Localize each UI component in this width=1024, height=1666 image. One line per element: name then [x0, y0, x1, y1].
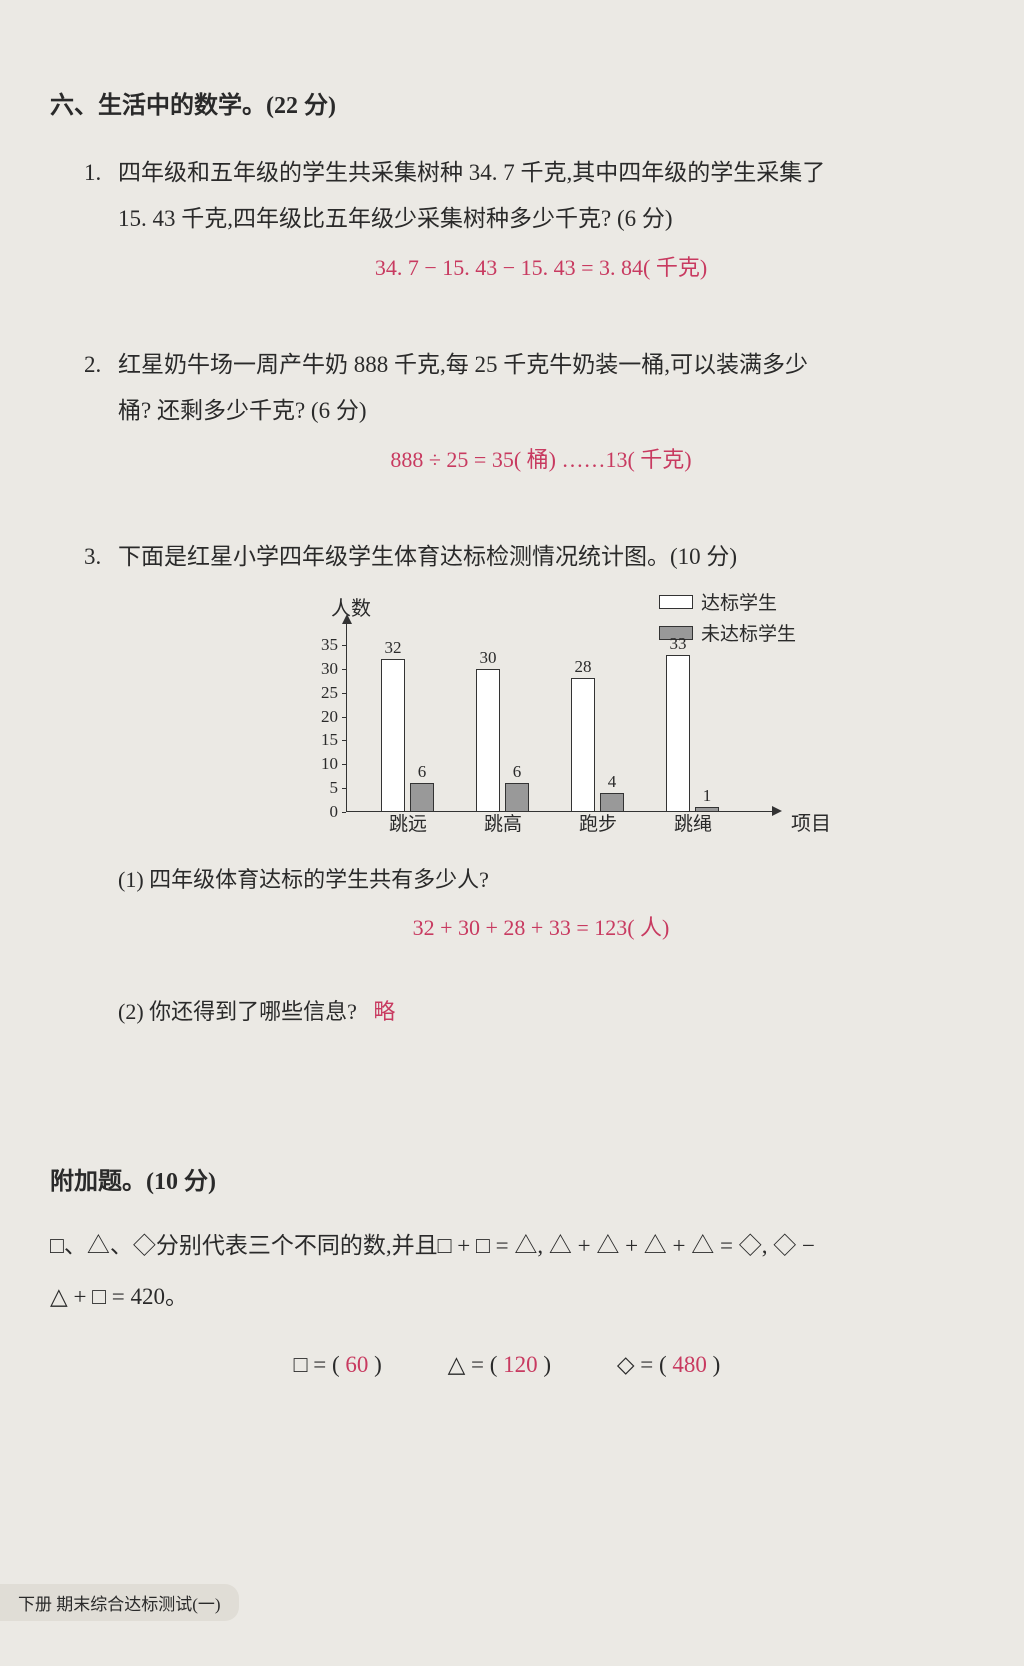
y-tick-line: [342, 717, 346, 718]
y-tick-30: 30: [308, 659, 338, 679]
bonus-line2: △ + □ = 420。: [50, 1272, 964, 1323]
y-tick-line: [342, 740, 346, 741]
category-label: 跳远: [378, 809, 438, 836]
q1-text-line2: 15. 43 千克,四年级比五年级少采集树种多少千克? (6 分): [118, 196, 964, 242]
y-tick-0: 0: [308, 802, 338, 822]
y-tick-20: 20: [308, 707, 338, 727]
legend-pass-label: 达标学生: [701, 588, 777, 615]
bar-pass: 33: [666, 655, 690, 812]
q3-sub2: (2) 你还得到了哪些信息? 略: [118, 992, 964, 1032]
y-tick-25: 25: [308, 683, 338, 703]
bar-fail-label: 6: [418, 762, 427, 782]
blank-sq-answer: 60: [345, 1352, 368, 1377]
footer: 下册 期末综合达标测试(一): [0, 1584, 239, 1621]
bar-pass-label: 32: [385, 638, 402, 658]
bar-fail-label: 6: [513, 762, 522, 782]
blank-square: □ = ( 60 ): [294, 1352, 382, 1378]
y-tick-line: [342, 764, 346, 765]
y-tick-line: [342, 669, 346, 670]
y-tick-line: [342, 788, 346, 789]
blank-diamond: ◇ = ( 480 ): [617, 1352, 721, 1378]
bar-group-跑步: 28 4: [571, 678, 624, 812]
x-axis-label: 项目: [791, 807, 831, 836]
q2-answer: 888 ÷ 25 = 35( 桶) ……13( 千克): [118, 442, 964, 474]
blank-tr-label: △ = (: [448, 1352, 498, 1377]
question-1: 1. 四年级和五年级的学生共采集树种 34. 7 千克,其中四年级的学生采集了 …: [50, 150, 964, 282]
bar-group-跳远: 326: [381, 659, 434, 812]
bar-fail: 6: [505, 783, 529, 812]
blank-sq-close: ): [374, 1352, 382, 1377]
question-2: 2. 红星奶牛场一周产牛奶 888 千克,每 25 千克牛奶装一桶,可以装满多少…: [50, 342, 964, 474]
x-arrow-icon: [772, 806, 782, 816]
chart-area: 人数 项目 05101520253035326跳远306跳高284跑步331跳绳: [346, 620, 781, 830]
bar-group-跳高: 306: [476, 669, 529, 812]
bonus-blanks: □ = ( 60 ) △ = ( 120 ) ◇ = ( 480 ): [50, 1352, 964, 1378]
section-6-title: 六、生活中的数学。(22 分): [50, 85, 964, 120]
q3-sub1: (1) 四年级体育达标的学生共有多少人?: [118, 860, 964, 900]
q3-sub2-q: (2) 你还得到了哪些信息?: [118, 999, 357, 1024]
bar-pass-label: 33: [670, 634, 687, 654]
section-6: 六、生活中的数学。(22 分) 1. 四年级和五年级的学生共采集树种 34. 7…: [50, 85, 964, 1031]
y-tick-10: 10: [308, 754, 338, 774]
blank-tr-close: ): [543, 1352, 551, 1377]
y-tick-line: [342, 693, 346, 694]
bar-fail-label: 4: [608, 772, 617, 792]
bonus-line1: □、△、◇分别代表三个不同的数,并且□ + □ = △, △ + △ + △ +…: [50, 1221, 964, 1272]
y-tick-15: 15: [308, 730, 338, 750]
question-3: 3. 下面是红星小学四年级学生体育达标检测情况统计图。(10 分) 达标学生 未…: [50, 534, 964, 1031]
blank-di-label: ◇ = (: [617, 1352, 667, 1377]
category-label: 跳高: [473, 809, 533, 836]
bonus-section: 附加题。(10 分) □、△、◇分别代表三个不同的数,并且□ + □ = △, …: [50, 1161, 964, 1378]
blank-triangle: △ = ( 120 ): [448, 1352, 552, 1378]
bar-fail-label: 1: [703, 786, 712, 806]
category-label: 跳绳: [663, 809, 723, 836]
q1-answer: 34. 7 − 15. 43 − 15. 43 = 3. 84( 千克): [118, 250, 964, 282]
y-tick-line: [342, 812, 346, 813]
y-tick-5: 5: [308, 778, 338, 798]
bar-pass: 30: [476, 669, 500, 812]
bonus-title: 附加题。(10 分): [50, 1161, 964, 1196]
bar-pass-label: 28: [575, 657, 592, 677]
q3-sub1-answer: 32 + 30 + 28 + 33 = 123( 人): [118, 910, 964, 942]
bar-group-跳绳: 33 1: [666, 655, 719, 812]
q2-text-line1: 红星奶牛场一周产牛奶 888 千克,每 25 千克牛奶装一桶,可以装满多少: [118, 352, 808, 377]
bar-pass: 28: [571, 678, 595, 812]
legend-box-pass: [659, 595, 693, 609]
blank-di-close: ): [713, 1352, 721, 1377]
y-tick-line: [342, 645, 346, 646]
q2-text-line2: 桶? 还剩多少千克? (6 分): [118, 388, 964, 434]
bar-fail: 6: [410, 783, 434, 812]
q1-number: 1.: [84, 160, 114, 186]
bar-pass: 32: [381, 659, 405, 812]
category-label: 跑步: [568, 809, 628, 836]
y-tick-35: 35: [308, 635, 338, 655]
y-axis: [346, 620, 347, 812]
q2-number: 2.: [84, 352, 114, 378]
blank-di-answer: 480: [672, 1352, 707, 1377]
bar-pass-label: 30: [480, 648, 497, 668]
legend-pass: 达标学生: [659, 588, 796, 615]
q3-text: 下面是红星小学四年级学生体育达标检测情况统计图。(10 分): [118, 544, 737, 569]
blank-tr-answer: 120: [503, 1352, 538, 1377]
chart-container: 达标学生 未达标学生 人数 项目 05101520253035326跳远306跳…: [301, 620, 781, 830]
y-arrow-icon: [342, 614, 352, 624]
q1-text-line1: 四年级和五年级的学生共采集树种 34. 7 千克,其中四年级的学生采集了: [118, 160, 825, 185]
q3-sub2-answer: 略: [373, 999, 395, 1024]
blank-sq-label: □ = (: [294, 1352, 340, 1377]
q3-number: 3.: [84, 544, 114, 570]
